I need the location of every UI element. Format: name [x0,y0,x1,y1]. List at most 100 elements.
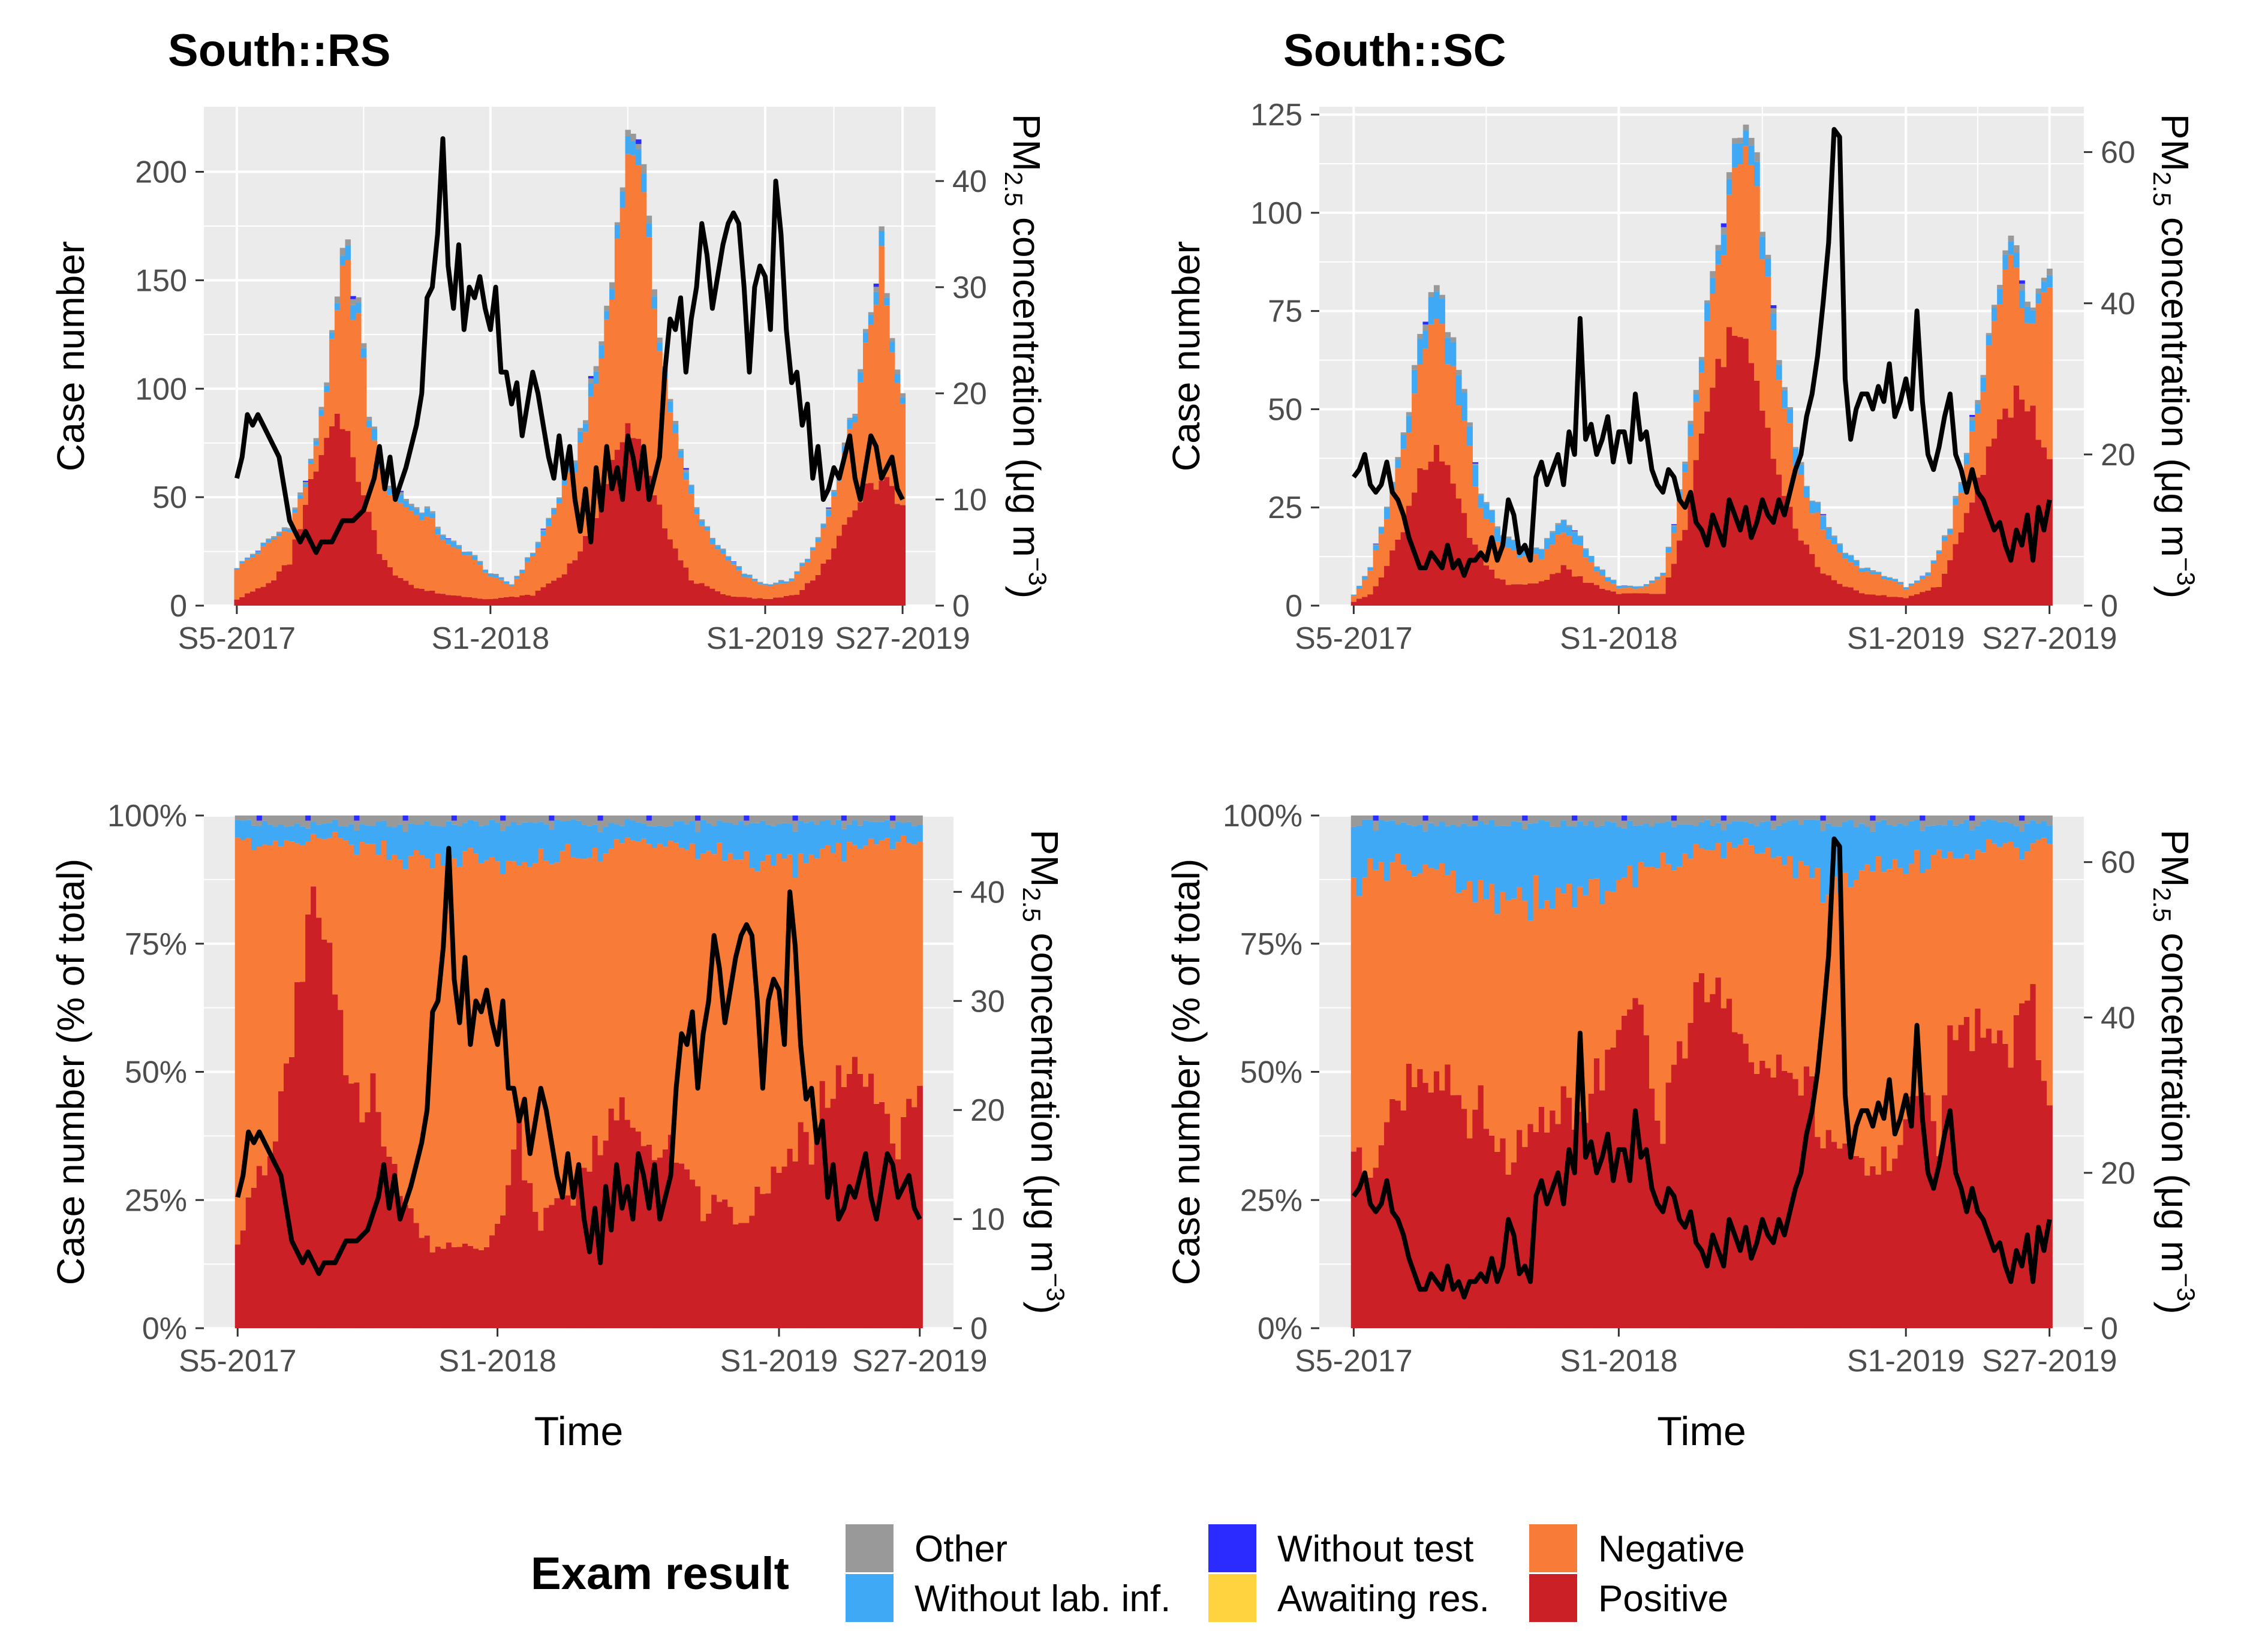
bar-without-lab [852,820,858,845]
bar-without-lab [419,513,425,520]
bar-negative [1726,194,1732,327]
bar-other [1505,816,1512,826]
bar-positive [456,1247,463,1328]
bar-other [1991,816,1998,821]
bar-positive [370,1073,377,1328]
bar-negative [1483,899,1490,1129]
bar-other [1770,820,1777,830]
bar-other [1897,816,1904,824]
bar-positive [1560,565,1567,606]
bar-positive [500,1215,506,1328]
bar-negative [2035,303,2042,440]
bar-negative [2019,308,2025,400]
bar-negative [2013,267,2020,386]
bar-other [1914,816,1920,820]
bar-other [239,561,245,562]
bar-other [695,820,701,832]
bar-other [386,816,393,827]
bar-negative [895,842,901,1160]
bar-positive [912,1107,918,1328]
bar-other [1450,816,1457,825]
bar-positive [1583,1123,1589,1328]
bar-positive [1936,1156,1942,1328]
bar-without-lab [1655,823,1661,869]
bar-other [272,816,279,827]
bar-without-lab [2047,825,2053,844]
bar-positive [403,580,409,606]
bar-positive [810,580,816,606]
bar-negative [1605,581,1611,591]
bar-other [1732,138,1738,144]
bar-other [776,816,783,825]
bar-negative [1682,853,1689,1059]
bar-other [2047,269,2053,275]
bar-positive [1903,598,1909,606]
bar-without-lab [1792,820,1799,878]
bar-negative [2025,323,2031,412]
bar-without-lab [440,535,446,540]
bar-negative [2041,838,2047,1081]
bar-other [662,816,669,827]
bar-without-lab [1875,572,1882,574]
bar-negative [294,843,300,982]
bar-negative [424,858,431,1236]
bar-negative [332,832,338,995]
bar-other [863,329,869,333]
bar-other [1980,375,1987,378]
bar-without-lab [1770,829,1777,858]
bar-other [1500,816,1506,826]
bar-negative [1930,854,1937,1121]
bar-negative [440,540,446,594]
bar-negative [392,854,398,1164]
bar-without-lab [511,822,517,862]
bar-other [297,492,303,495]
bar-positive [895,1159,901,1328]
bar-other [1367,567,1374,568]
x-tick-label: S1-2018 [1560,621,1678,656]
bar-other [1782,816,1788,823]
bar-negative [1782,865,1788,1071]
bar-positive [1389,550,1396,606]
bar-negative [514,578,520,597]
bar-other [576,816,582,821]
bar-other [603,816,609,827]
y2-tick-label: 10 [952,483,987,517]
bar-negative [1837,893,1843,1149]
bar-negative [760,861,766,1194]
bar-without-lab [1478,820,1484,880]
bar-without-lab [1864,826,1870,865]
bar-negative [1478,507,1484,553]
bar-positive [429,1252,436,1328]
bar-positive [1815,567,1821,606]
bar-positive [1433,1071,1440,1328]
y-tick-label: 75% [1240,927,1303,962]
bar-other [549,820,555,830]
bar-positive [1715,359,1722,606]
bar-without-lab [1936,825,1942,850]
bar-positive [1820,1148,1827,1328]
bar-positive [1936,587,1942,606]
bar-other [1958,482,1965,484]
bar-other [445,538,452,540]
bar-positive [1422,470,1429,606]
bar-other [1853,816,1860,827]
bar-positive [741,597,747,606]
bar-negative [1500,545,1506,580]
bar-without-lab [1677,824,1683,867]
bar-negative [570,857,577,1206]
bar-without-lab [847,419,853,429]
bar-without-test [1770,816,1777,821]
bar-negative [803,863,810,1132]
bar-without-lab [1655,577,1661,580]
bar-without-lab [819,821,826,849]
bar-other [1378,816,1385,820]
bar-without-lab [278,825,284,847]
bar-other [1997,816,2003,822]
bar-without-lab [450,541,457,547]
bar-other [651,289,657,297]
bar-other [381,816,387,821]
bar-other [1815,816,1821,820]
bar-positive [604,484,610,606]
bar-positive [787,1148,793,1328]
bar-without-lab [500,830,506,874]
